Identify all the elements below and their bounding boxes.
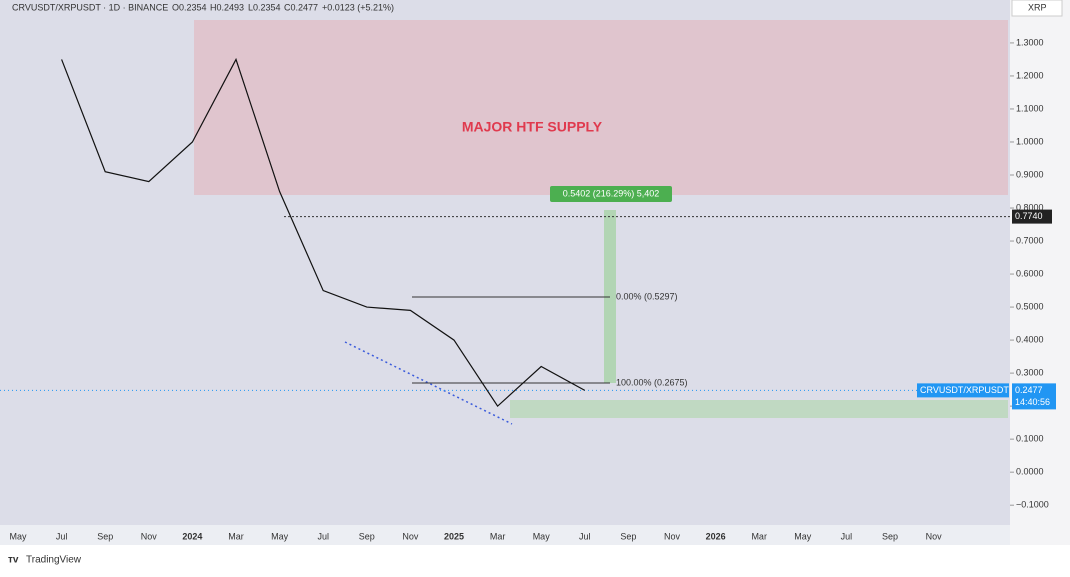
x-tick-label: Nov bbox=[926, 531, 943, 541]
y-tick-label: 0.9000 bbox=[1016, 169, 1044, 179]
symbol-button[interactable] bbox=[1011, 0, 1063, 17]
x-tick-label: Sep bbox=[97, 531, 113, 541]
y-tick-label: 0.8000 bbox=[1016, 202, 1044, 212]
y-tick-label: −0.1000 bbox=[1016, 500, 1049, 510]
x-tick-label: Mar bbox=[490, 531, 506, 541]
x-tick-label: Jul bbox=[56, 531, 68, 541]
x-tick-label: 2025 bbox=[444, 531, 464, 541]
y-tick-label: 1.0000 bbox=[1016, 136, 1044, 146]
y-tick-label: 0.3000 bbox=[1016, 367, 1044, 377]
y-tick-label: 0.0000 bbox=[1016, 467, 1044, 477]
x-tick-label: Jul bbox=[579, 531, 591, 541]
price-name: CRVUSDT/XRPUSDT bbox=[920, 385, 1009, 395]
x-tick-label: Mar bbox=[228, 531, 244, 541]
x-tick-label: Nov bbox=[402, 531, 419, 541]
x-tick-label: Sep bbox=[882, 531, 898, 541]
price-label: 0.2477 bbox=[1015, 385, 1043, 395]
y-tick-label: 0.5000 bbox=[1016, 301, 1044, 311]
y-tick-label: 1.2000 bbox=[1016, 70, 1044, 80]
fib-label: 100.00% (0.2675) bbox=[616, 377, 688, 387]
ohlc-change: +0.0123 (+5.21%) bbox=[322, 2, 394, 12]
ohlc-high: H0.2493 bbox=[210, 2, 244, 12]
x-tick-label: May bbox=[794, 531, 812, 541]
x-tick-label: May bbox=[271, 531, 289, 541]
ohlc-low: L0.2354 bbox=[248, 2, 281, 12]
x-tick-label: Sep bbox=[359, 531, 375, 541]
brand: TradingView bbox=[26, 555, 82, 566]
level-tag bbox=[1012, 209, 1052, 224]
y-tick-label: 0.7000 bbox=[1016, 235, 1044, 245]
x-tick-label: Jul bbox=[317, 531, 329, 541]
price-tag bbox=[1012, 383, 1056, 410]
price-timer: 14:40:56 bbox=[1015, 397, 1050, 407]
x-tick-label: 2024 bbox=[182, 531, 202, 541]
measure-label: 0.5402 (216.29%) 5,402 bbox=[563, 188, 660, 198]
price-line-series bbox=[61, 57, 586, 408]
ohlc-open: O0.2354 bbox=[172, 2, 207, 12]
x-tick-label: 2026 bbox=[706, 531, 726, 541]
x-tick-label: Jul bbox=[841, 531, 853, 541]
y-axis-panel bbox=[1010, 0, 1070, 545]
y-tick-label: 0.4000 bbox=[1016, 334, 1044, 344]
supply-zone bbox=[194, 20, 1008, 195]
trend-line bbox=[344, 341, 513, 425]
zone-label: MAJOR HTF SUPPLY bbox=[462, 119, 603, 135]
symbol-button-label[interactable]: XRP bbox=[1028, 2, 1047, 12]
x-tick-label: Sep bbox=[620, 531, 636, 541]
price-name-tag bbox=[917, 383, 1009, 398]
x-tick-label: Mar bbox=[751, 531, 767, 541]
x-tick-label: May bbox=[533, 531, 551, 541]
brand-logo: ᴛᴠ bbox=[8, 555, 19, 566]
x-tick-label: Nov bbox=[141, 531, 158, 541]
y-tick-label: 1.1000 bbox=[1016, 103, 1044, 113]
level-tag-label: 0.7740 bbox=[1015, 211, 1043, 221]
x-tick-label: May bbox=[9, 531, 27, 541]
demand-zone bbox=[510, 400, 1008, 418]
ohlc-close: C0.2477 bbox=[284, 2, 318, 12]
x-axis-panel bbox=[0, 525, 1010, 545]
measure-box bbox=[550, 186, 672, 202]
x-tick-label: Nov bbox=[664, 531, 681, 541]
chart-title: CRVUSDT/XRPUSDT · 1D · BINANCE bbox=[12, 2, 168, 12]
y-tick-label: 0.1000 bbox=[1016, 434, 1044, 444]
y-tick-label: 1.3000 bbox=[1016, 37, 1044, 47]
y-tick-label: 0.6000 bbox=[1016, 268, 1044, 278]
fib-label: 0.00% (0.5297) bbox=[616, 291, 678, 301]
